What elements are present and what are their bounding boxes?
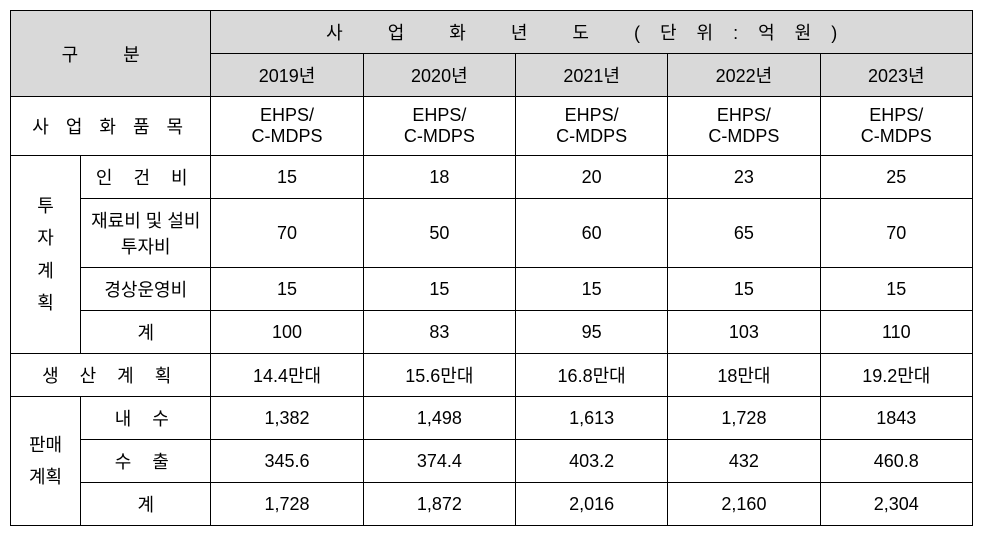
export-2023: 460.8 — [820, 440, 972, 483]
product-label: 사 업 화 품 목 — [11, 97, 211, 156]
year-2021: 2021년 — [515, 54, 667, 97]
operating-cost-2022: 15 — [668, 268, 820, 311]
product-2019: EHPS/C-MDPS — [211, 97, 363, 156]
investment-total-2022: 103 — [668, 311, 820, 354]
material-cost-2023: 70 — [820, 199, 972, 268]
material-cost-2019: 70 — [211, 199, 363, 268]
labor-cost-2023: 25 — [820, 156, 972, 199]
production-2020: 15.6만대 — [363, 354, 515, 397]
investment-total-2019: 100 — [211, 311, 363, 354]
years-header-text: 사 업 화 년 도 (단위:억원) — [326, 23, 857, 43]
sales-total-2022: 2,160 — [668, 483, 820, 526]
investment-group-label: 투자계획 — [11, 156, 81, 354]
labor-cost-2020: 18 — [363, 156, 515, 199]
operating-cost-label: 경상운영비 — [81, 268, 211, 311]
year-2020: 2020년 — [363, 54, 515, 97]
sales-total-2019: 1,728 — [211, 483, 363, 526]
labor-cost-2021: 20 — [515, 156, 667, 199]
labor-cost-2022: 23 — [668, 156, 820, 199]
export-2021: 403.2 — [515, 440, 667, 483]
sales-total-2020: 1,872 — [363, 483, 515, 526]
labor-cost-2019: 15 — [211, 156, 363, 199]
domestic-2019: 1,382 — [211, 397, 363, 440]
category-header: 구 분 — [11, 11, 211, 97]
investment-total-label: 계 — [81, 311, 211, 354]
production-2022: 18만대 — [668, 354, 820, 397]
investment-total-2021: 95 — [515, 311, 667, 354]
export-2019: 345.6 — [211, 440, 363, 483]
domestic-2020: 1,498 — [363, 397, 515, 440]
sales-group-label: 판매계획 — [11, 397, 81, 526]
export-2020: 374.4 — [363, 440, 515, 483]
material-cost-2022: 65 — [668, 199, 820, 268]
production-2023: 19.2만대 — [820, 354, 972, 397]
domestic-2021: 1,613 — [515, 397, 667, 440]
product-2022: EHPS/C-MDPS — [668, 97, 820, 156]
material-cost-label: 재료비 및 설비투자비 — [81, 199, 211, 268]
years-header: 사 업 화 년 도 (단위:억원) — [211, 11, 973, 54]
year-2022: 2022년 — [668, 54, 820, 97]
product-2021: EHPS/C-MDPS — [515, 97, 667, 156]
domestic-2023: 1843 — [820, 397, 972, 440]
sales-total-label: 계 — [81, 483, 211, 526]
year-2019: 2019년 — [211, 54, 363, 97]
labor-cost-label: 인 건 비 — [81, 156, 211, 199]
year-2023: 2023년 — [820, 54, 972, 97]
product-2020: EHPS/C-MDPS — [363, 97, 515, 156]
operating-cost-2021: 15 — [515, 268, 667, 311]
sales-total-2023: 2,304 — [820, 483, 972, 526]
production-2019: 14.4만대 — [211, 354, 363, 397]
material-cost-2020: 50 — [363, 199, 515, 268]
operating-cost-2020: 15 — [363, 268, 515, 311]
export-2022: 432 — [668, 440, 820, 483]
material-cost-2021: 60 — [515, 199, 667, 268]
sales-total-2021: 2,016 — [515, 483, 667, 526]
operating-cost-2019: 15 — [211, 268, 363, 311]
operating-cost-2023: 15 — [820, 268, 972, 311]
domestic-label: 내 수 — [81, 397, 211, 440]
export-label: 수 출 — [81, 440, 211, 483]
production-label: 생 산 계 획 — [11, 354, 211, 397]
production-2021: 16.8만대 — [515, 354, 667, 397]
product-2023: EHPS/C-MDPS — [820, 97, 972, 156]
business-plan-table: 구 분 사 업 화 년 도 (단위:억원) 2019년 2020년 2021년 … — [10, 10, 973, 526]
investment-total-2023: 110 — [820, 311, 972, 354]
investment-total-2020: 83 — [363, 311, 515, 354]
domestic-2022: 1,728 — [668, 397, 820, 440]
